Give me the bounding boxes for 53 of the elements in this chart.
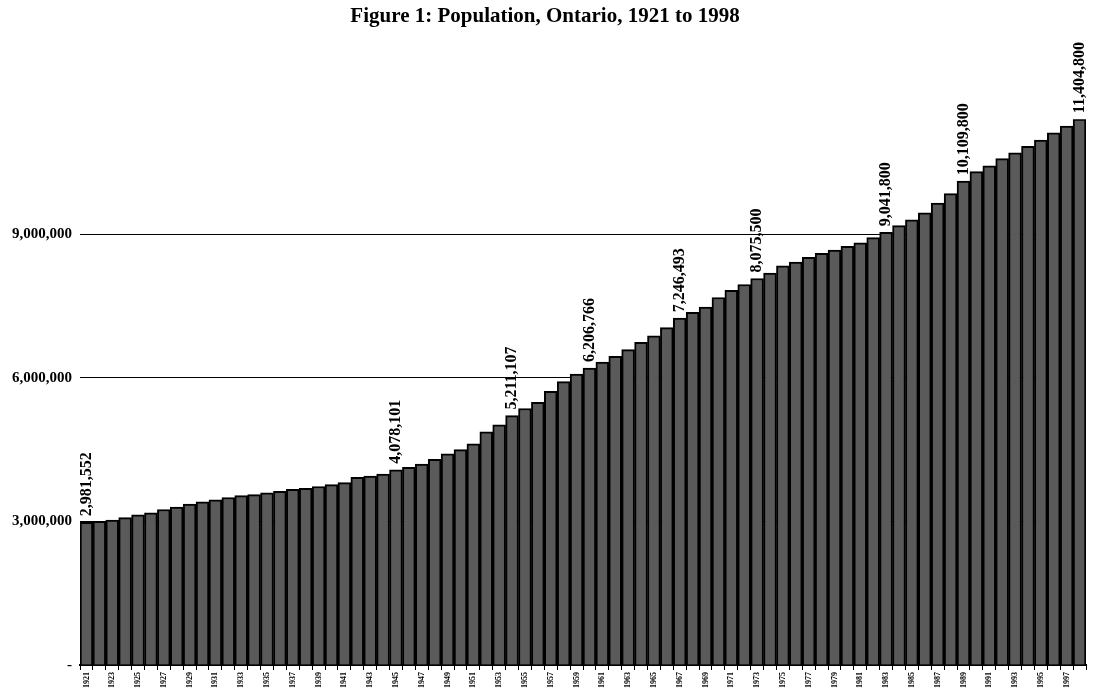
y-tick-label: 6,000,000	[12, 368, 72, 385]
x-tick-label: 1921	[81, 672, 91, 688]
x-tick-label: 1993	[1010, 672, 1020, 688]
x-tick-label: 1975	[777, 672, 787, 688]
x-tick-label: 1929	[184, 672, 194, 688]
x-tick-label: 1923	[107, 672, 117, 688]
y-tick-label: 3,000,000	[12, 512, 72, 529]
x-tick-label: 1983	[881, 672, 891, 688]
x-tick-label: 1979	[829, 672, 839, 688]
data-label: 7,246,493	[669, 248, 687, 313]
x-tick-label: 1981	[855, 672, 865, 688]
data-label: 2,981,552	[76, 452, 94, 517]
x-tick-label: 1985	[906, 672, 916, 688]
x-tick-label: 1935	[262, 672, 272, 688]
x-tick-label: 1933	[236, 672, 246, 688]
x-tick-label: 1957	[545, 672, 555, 688]
x-tick-label: 1997	[1061, 672, 1071, 688]
x-tick-label: 1949	[442, 672, 452, 688]
x-tick-label: 1971	[726, 672, 736, 688]
data-label: 9,041,800	[876, 162, 894, 227]
x-tick-label: 1991	[984, 672, 994, 688]
x-tick-label: 1963	[623, 672, 633, 688]
x-tick-label: 1941	[339, 672, 349, 688]
x-tick-label: 1947	[416, 672, 426, 688]
y-tick-label: -	[67, 655, 72, 672]
x-tick-label: 1951	[468, 672, 478, 688]
data-label: 10,109,800	[953, 103, 971, 176]
data-label: 4,078,101	[386, 399, 404, 464]
x-tick-label: 1973	[752, 672, 762, 688]
x-tick-label: 1937	[287, 672, 297, 688]
data-label: 11,404,800	[1069, 42, 1087, 114]
x-tick-label: 1955	[520, 672, 530, 688]
x-tick-label: 1969	[700, 672, 710, 688]
x-tick-label: 1995	[1035, 672, 1045, 688]
x-tick-label: 1931	[210, 672, 220, 688]
x-tick-label: 1967	[674, 672, 684, 688]
chart-title: Figure 1: Population, Ontario, 1921 to 1998	[350, 3, 740, 28]
data-label: 6,206,766	[579, 297, 597, 362]
x-tick-label: 1977	[803, 672, 813, 688]
x-tick-label: 1961	[597, 672, 607, 688]
x-tick-label: 1953	[494, 672, 504, 688]
data-label: 5,211,107	[502, 346, 520, 410]
x-tick-label: 1943	[365, 672, 375, 688]
x-tick-label: 1989	[958, 672, 968, 688]
x-tick-label: 1939	[313, 672, 323, 688]
x-tick-label: 1927	[158, 672, 168, 688]
x-tick-label: 1965	[649, 672, 658, 688]
y-tick-label: 9,000,000	[12, 225, 72, 242]
x-tick-label: 1959	[571, 672, 581, 688]
x-tick-label: 1945	[391, 672, 401, 688]
data-label: 8,075,500	[747, 208, 765, 273]
x-tick-label: 1987	[932, 672, 942, 688]
x-tick-label: 1925	[133, 672, 143, 688]
